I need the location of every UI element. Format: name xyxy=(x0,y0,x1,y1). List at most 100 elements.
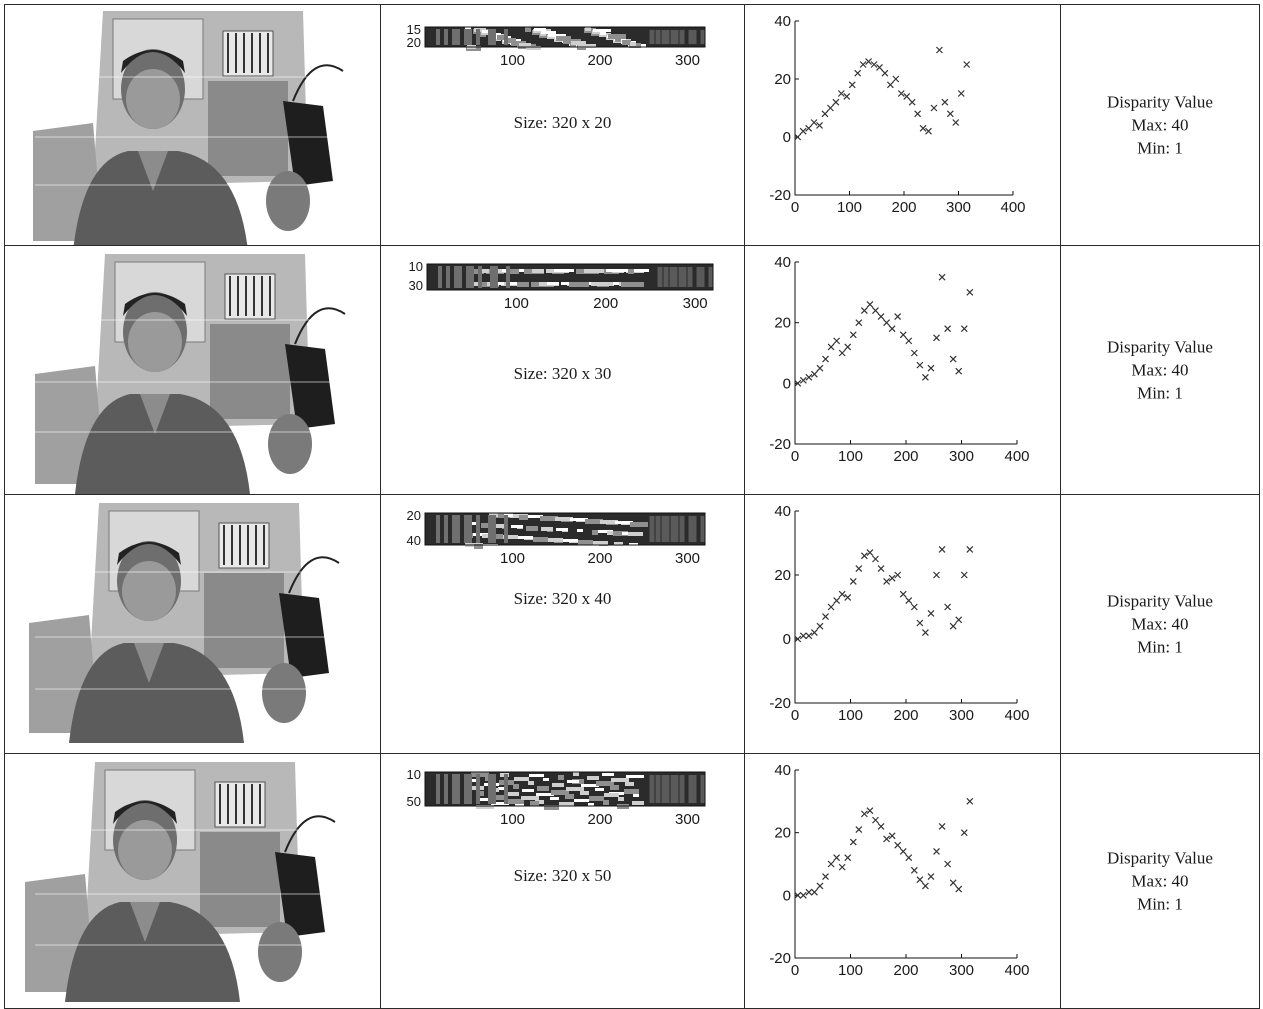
data-point-x-marker xyxy=(860,810,868,818)
data-point-x-marker xyxy=(827,104,834,112)
data-point-x-marker xyxy=(927,364,935,372)
disparity-max: Max: 40 xyxy=(1131,115,1189,135)
x-tick-label: 100 xyxy=(838,448,863,465)
data-point-x-marker xyxy=(938,545,946,553)
data-point-x-marker xyxy=(833,337,841,345)
data-point-x-marker xyxy=(899,331,907,339)
data-point-x-marker xyxy=(888,574,896,582)
data-point-x-marker xyxy=(838,863,846,871)
disparity-min: Min: 1 xyxy=(1137,383,1183,403)
data-point-x-marker xyxy=(849,577,857,585)
data-point-x-marker xyxy=(816,364,824,372)
data-point-x-marker xyxy=(810,119,818,126)
y-tick-label: 0 xyxy=(783,129,791,146)
data-point-x-marker xyxy=(844,343,852,351)
disparity-max: Max: 40 xyxy=(1131,614,1189,634)
results-table: 15 20 100 200 300 Size: 320 x 20 -20 0 20 40 0 100 2… xyxy=(4,4,1260,1009)
disparity-min: Min: 1 xyxy=(1137,894,1183,914)
data-point-x-marker xyxy=(837,90,845,97)
plot-axes xyxy=(794,511,1017,704)
data-point-x-marker xyxy=(966,545,974,553)
result-row: 15 20 100 200 300 Size: 320 x 20 -20 0 20 40 0 100 2… xyxy=(4,4,1260,246)
map-y-tick: 20 xyxy=(407,35,421,50)
data-point-x-marker xyxy=(816,121,823,129)
disparity-min: Min: 1 xyxy=(1137,637,1183,657)
map-y-tick: 50 xyxy=(407,794,421,809)
map-y-tick: 10 xyxy=(407,767,421,782)
map-x-tick: 200 xyxy=(587,811,612,828)
y-tick-label: 0 xyxy=(783,887,791,904)
data-point-x-marker xyxy=(922,373,929,381)
data-point-x-marker xyxy=(894,841,902,849)
data-point-x-marker xyxy=(805,632,813,640)
data-point-x-marker xyxy=(919,124,927,132)
stereo-photo xyxy=(35,254,351,494)
data-point-x-marker xyxy=(872,816,879,824)
disparity-info: Disparity Value Max: 40 Min: 1 xyxy=(1062,91,1259,160)
data-point-x-marker xyxy=(903,92,911,100)
stereo-photo xyxy=(25,762,351,1002)
disparity-title: Disparity Value xyxy=(1107,848,1213,868)
data-point-x-marker xyxy=(908,98,916,106)
map-y-tick: 40 xyxy=(407,533,421,548)
disparity-map-strip: 10 30 100 200 300 xyxy=(409,259,714,312)
data-point-x-marker xyxy=(822,355,829,363)
disparity-title: Disparity Value xyxy=(1107,337,1213,357)
stereo-photo-cell xyxy=(4,4,381,246)
data-point-x-marker xyxy=(799,632,807,640)
data-point-x-marker xyxy=(966,797,974,805)
map-x-tick: 100 xyxy=(500,52,525,69)
data-point-x-marker xyxy=(848,81,856,89)
data-point-x-marker xyxy=(877,822,885,830)
y-tick-label: 20 xyxy=(774,315,791,332)
data-point-x-marker xyxy=(827,603,835,611)
x-tick-label: 100 xyxy=(837,199,862,216)
data-point-x-marker xyxy=(872,555,879,563)
data-point-x-marker xyxy=(865,58,872,66)
y-tick-label: 20 xyxy=(774,71,791,88)
data-point-x-marker xyxy=(870,61,878,68)
data-point-x-marker xyxy=(888,325,896,333)
data-point-x-marker xyxy=(883,577,890,585)
data-point-x-marker xyxy=(941,98,949,106)
map-y-tick: 30 xyxy=(409,278,423,293)
x-tick-label: 400 xyxy=(1000,199,1025,216)
disparity-map-strip: 10 50 100 200 300 xyxy=(407,767,706,828)
disparity-title: Disparity Value xyxy=(1107,92,1213,112)
data-point-x-marker xyxy=(933,571,940,579)
y-tick-label: 0 xyxy=(783,375,791,392)
map-x-tick: 300 xyxy=(683,295,708,312)
data-point-x-marker xyxy=(811,888,818,896)
data-point-x-marker xyxy=(960,829,968,837)
data-point-x-marker xyxy=(888,832,896,840)
disparity-max: Max: 40 xyxy=(1131,360,1189,380)
data-point-x-marker xyxy=(827,343,835,351)
window-size-label: Size: 320 x 20 xyxy=(513,113,612,132)
disparity-info-cell: Disparity Value Max: 40 Min: 1 xyxy=(1060,245,1260,495)
data-point-x-marker xyxy=(821,110,829,118)
disparity-map-cell: 20 40 100 200 300 Size: 320 x 40 xyxy=(380,494,745,754)
data-point-x-marker xyxy=(822,613,829,621)
disparity-info: Disparity Value Max: 40 Min: 1 xyxy=(1062,847,1259,916)
disparity-scatter-cell: -20 0 20 40 0 100 200 300 400 xyxy=(744,494,1061,754)
data-point-x-marker xyxy=(930,104,938,112)
stereo-photo-cell xyxy=(4,494,381,754)
data-point-x-marker xyxy=(933,334,940,342)
map-x-tick: 200 xyxy=(587,52,612,69)
plot-axes xyxy=(794,770,1017,959)
x-tick-label: 0 xyxy=(791,199,799,216)
data-point-x-marker xyxy=(805,124,813,132)
data-point-x-marker xyxy=(922,629,929,637)
data-point-x-marker xyxy=(822,873,829,880)
y-tick-label: 40 xyxy=(774,13,791,30)
data-point-x-marker xyxy=(805,888,813,896)
x-tick-label: 300 xyxy=(949,962,974,979)
stereo-photo xyxy=(29,503,351,743)
disparity-scatter-cell: -20 0 20 40 0 100 200 300 400 xyxy=(744,753,1061,1009)
data-point-x-marker xyxy=(910,603,918,611)
disparity-info: Disparity Value Max: 40 Min: 1 xyxy=(1062,590,1259,659)
data-point-x-marker xyxy=(966,288,974,296)
x-tick-label: 200 xyxy=(893,707,918,724)
